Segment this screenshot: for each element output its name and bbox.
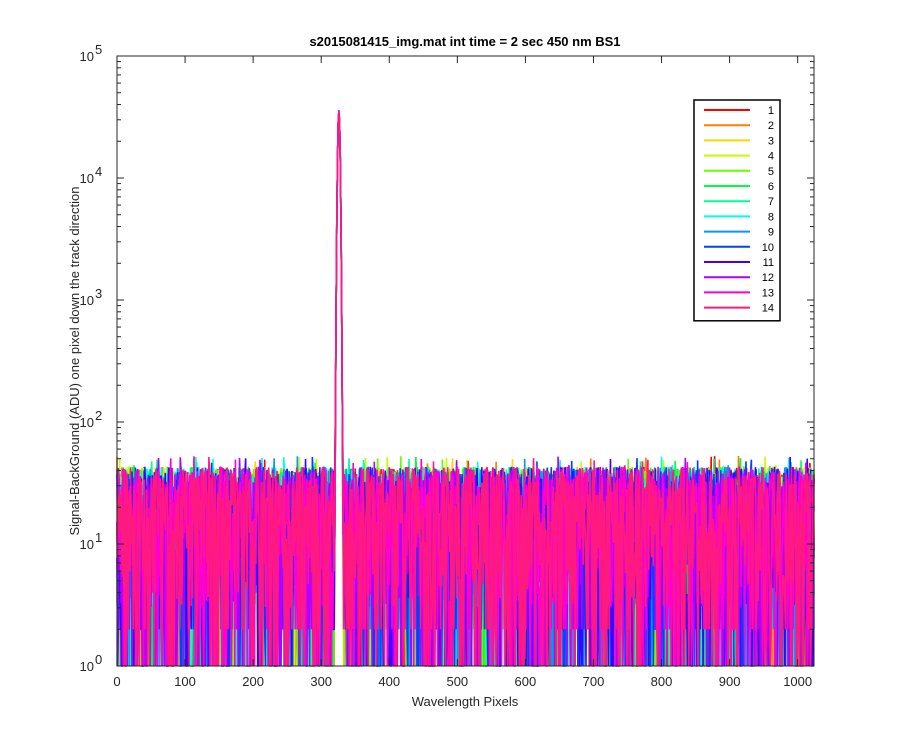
legend-label-1: 1 [768,105,774,117]
y-axis-label: Signal-BackGround (ADU) one pixel down t… [67,186,82,535]
x-tick-label: 600 [515,674,537,689]
x-tick-label: 500 [446,674,468,689]
y-tick-exponent: 3 [95,286,102,301]
legend-label-6: 6 [768,181,774,193]
y-tick-label: 10 [80,659,94,674]
y-tick-exponent: 2 [95,408,102,423]
x-tick-label: 200 [242,674,264,689]
x-tick-label: 400 [378,674,400,689]
legend-label-4: 4 [768,151,774,163]
y-tick-label: 10 [80,537,94,552]
series-line-14 [116,111,815,667]
legend-label-11: 11 [763,257,774,269]
legend-label-3: 3 [768,135,774,147]
x-tick-label: 900 [719,674,741,689]
y-tick-label: 10 [80,171,94,186]
x-tick-label: 700 [583,674,605,689]
y-tick-label: 10 [80,293,94,308]
x-tick-label: 800 [651,674,673,689]
legend-label-13: 13 [762,287,774,299]
axes-box [116,55,815,667]
y-tick-exponent: 0 [95,652,102,667]
legend-label-14: 14 [762,303,774,315]
x-tick-label: 100 [174,674,196,689]
x-tick-label: 300 [310,674,332,689]
x-axis: 0 100 200 300 400 500 600 700 800 900 1000 [113,56,812,689]
y-tick-exponent: 5 [95,42,102,57]
x-tick-label: 1000 [783,674,812,689]
legend-label-10: 10 [762,242,774,254]
legend-box [693,99,781,322]
y-tick-label: 10 [80,49,94,64]
legend-label-9: 9 [768,227,774,239]
legend-label-5: 5 [768,166,774,178]
legend-label-12: 12 [762,272,774,284]
x-axis-label: Wavelength Pixels [412,694,519,709]
legend-label-2: 2 [768,120,774,132]
legend-label-8: 8 [768,211,774,223]
y-tick-exponent: 1 [95,530,102,545]
x-tick-label: 0 [113,674,120,689]
y-tick-label: 10 [80,415,94,430]
chart-title: s2015081415_img.mat int time = 2 sec 450… [309,34,620,49]
legend-label-7: 7 [768,196,774,208]
y-tick-exponent: 4 [95,164,102,179]
